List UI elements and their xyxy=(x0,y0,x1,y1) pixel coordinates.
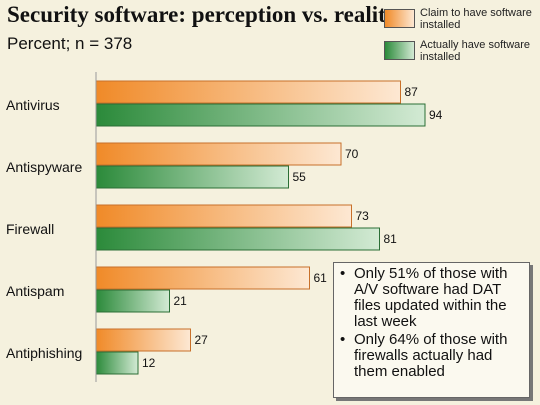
note-item: • Only 51% of those with A/V software ha… xyxy=(340,266,525,330)
category-label: Antispyware xyxy=(6,159,82,175)
category-label: Firewall xyxy=(6,221,54,237)
bar-claim xyxy=(95,142,342,166)
legend-label-actual: Actually have software installed xyxy=(420,39,531,63)
category-label: Antispam xyxy=(6,283,64,299)
legend-label-claim: Claim to have software installed xyxy=(420,7,532,31)
data-label: 87 xyxy=(405,85,419,99)
note-text: Only 64% of those with firewalls actuall… xyxy=(354,331,508,380)
legend-swatch-claim xyxy=(384,9,415,28)
data-label: 81 xyxy=(384,232,398,246)
data-label: 70 xyxy=(345,147,359,161)
bar-claim xyxy=(95,204,352,228)
bar-actual xyxy=(95,165,289,189)
note-item: • Only 64% of those with firewalls actua… xyxy=(340,332,525,380)
bar-actual xyxy=(95,227,380,251)
chart-title: Security software: perception vs. realit… xyxy=(7,2,398,27)
notes-box: • Only 51% of those with A/V software ha… xyxy=(333,262,530,398)
bar-actual xyxy=(95,351,139,375)
data-label: 27 xyxy=(195,333,209,347)
bar-actual xyxy=(95,103,426,127)
category-label: Antiphishing xyxy=(6,345,82,361)
bar-claim xyxy=(95,266,310,290)
data-label: 12 xyxy=(142,356,156,370)
note-text: Only 51% of those with A/V software had … xyxy=(354,265,508,330)
bar-claim xyxy=(95,328,191,352)
data-label: 21 xyxy=(174,294,188,308)
legend-swatch-actual xyxy=(384,41,415,60)
data-label: 73 xyxy=(356,209,370,223)
bar-actual xyxy=(95,289,170,313)
data-label: 55 xyxy=(293,170,307,184)
data-label: 94 xyxy=(429,108,443,122)
bullet-icon: • xyxy=(340,331,346,348)
category-label: Antivirus xyxy=(6,97,60,113)
data-label: 61 xyxy=(314,271,328,285)
chart-subtitle: Percent; n = 378 xyxy=(7,34,133,53)
bullet-icon: • xyxy=(340,265,346,282)
bar-claim xyxy=(95,80,401,104)
